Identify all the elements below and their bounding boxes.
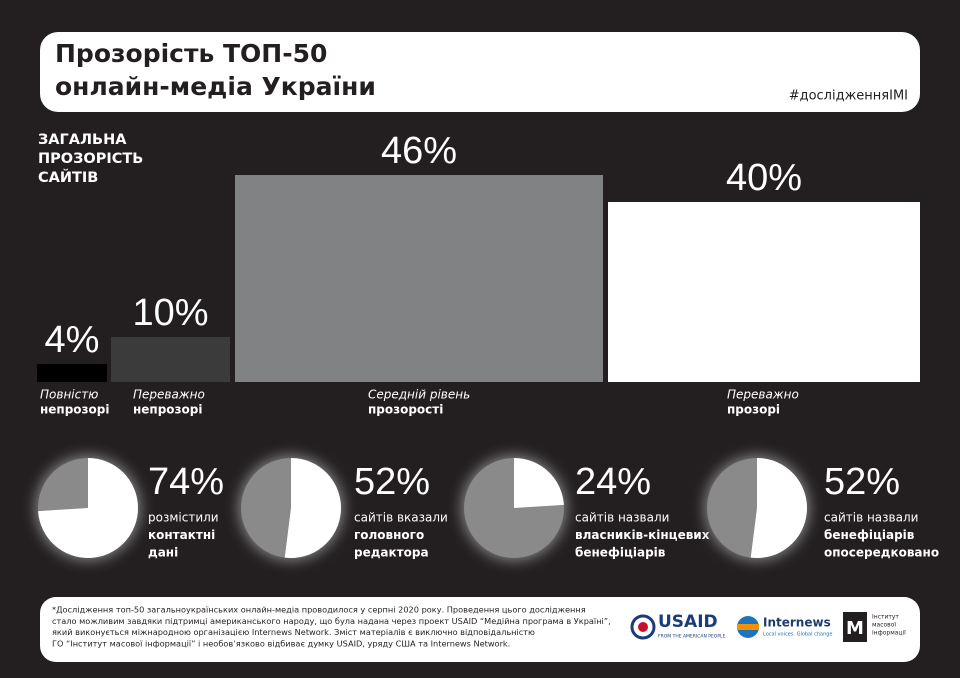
footnote: який виконується міжнародною організаціє… bbox=[52, 627, 535, 637]
footnote: стало можливим завдяки підтримці америка… bbox=[52, 616, 611, 626]
bar bbox=[235, 175, 603, 382]
caption: сайтів назвали bbox=[575, 511, 669, 525]
imi-text: Інститут bbox=[872, 614, 899, 621]
category-label: непрозорі bbox=[40, 403, 109, 417]
caption: бенефіціарів bbox=[824, 528, 915, 542]
chart-title: ЗАГАЛЬНА ПРОЗОРІСТЬ САЙТІВ bbox=[38, 132, 143, 186]
category-label: прозорі bbox=[727, 403, 780, 417]
value-label: 4% bbox=[45, 319, 100, 361]
pie-slice bbox=[284, 458, 342, 558]
usaid-logo: USAID FROM THE AMERICAN PEOPLE bbox=[630, 612, 726, 640]
footnote: ГО “Інститут масової інформації” і необо… bbox=[52, 638, 510, 648]
internews: Internews bbox=[763, 616, 831, 630]
value-label: 10% bbox=[132, 292, 208, 334]
category-label: Переважно bbox=[727, 388, 799, 402]
value-label: 74% bbox=[148, 461, 224, 503]
bar bbox=[608, 202, 920, 382]
category-label: непрозорі bbox=[133, 403, 202, 417]
chart-title-line: САЙТІВ bbox=[38, 169, 98, 186]
footer-box bbox=[40, 597, 920, 662]
value-label: 52% bbox=[824, 461, 900, 503]
internews-logo: Internews Local voices. Global change bbox=[737, 616, 833, 638]
hashtag: #дослідженняІМІ bbox=[789, 89, 908, 104]
imi-text: інформації bbox=[872, 630, 906, 637]
value-label: 52% bbox=[354, 461, 430, 503]
caption: дані bbox=[148, 546, 178, 560]
value-label: 24% bbox=[575, 461, 651, 503]
caption: сайтів назвали bbox=[824, 511, 918, 525]
category-label: Середній рівень bbox=[368, 388, 470, 402]
caption: головного bbox=[354, 528, 424, 542]
value-label: 46% bbox=[381, 130, 457, 172]
category-label: Повністю bbox=[40, 388, 98, 402]
caption: контактні bbox=[148, 528, 215, 542]
svg-text:М: М bbox=[846, 618, 864, 639]
caption: розмістили bbox=[148, 511, 219, 525]
usaid: USAID bbox=[658, 612, 718, 632]
value-label: 40% bbox=[726, 157, 802, 199]
caption: власників-кінцевих bbox=[575, 528, 710, 542]
chart-title-line: ПРОЗОРІСТЬ bbox=[38, 151, 143, 167]
title: онлайн-медіа України bbox=[55, 72, 376, 101]
footnote: *Дослідження топ-50 загальноукраїнських … bbox=[52, 605, 586, 615]
imi-text: масової bbox=[872, 622, 896, 629]
caption: сайтів вказали bbox=[354, 511, 448, 525]
category-label: Переважно bbox=[133, 388, 205, 402]
title: Прозорість ТОП-50 bbox=[55, 39, 327, 68]
pie-slice bbox=[514, 458, 564, 508]
imi-logo: М Інститут масової інформації bbox=[843, 612, 906, 642]
caption: опосередковано bbox=[824, 546, 939, 560]
bar bbox=[111, 337, 230, 382]
caption: бенефіціарів bbox=[575, 546, 666, 560]
caption: редактора bbox=[354, 546, 429, 560]
pie-slice bbox=[38, 458, 138, 558]
chart-title-line: ЗАГАЛЬНА bbox=[38, 132, 127, 148]
category-label: прозорості bbox=[368, 403, 443, 417]
bar bbox=[37, 364, 107, 382]
header-box bbox=[40, 32, 920, 112]
internews-tagline: Local voices. Global change bbox=[763, 632, 833, 638]
usaid-tagline: FROM THE AMERICAN PEOPLE bbox=[658, 634, 726, 640]
pie-slice bbox=[750, 458, 808, 558]
